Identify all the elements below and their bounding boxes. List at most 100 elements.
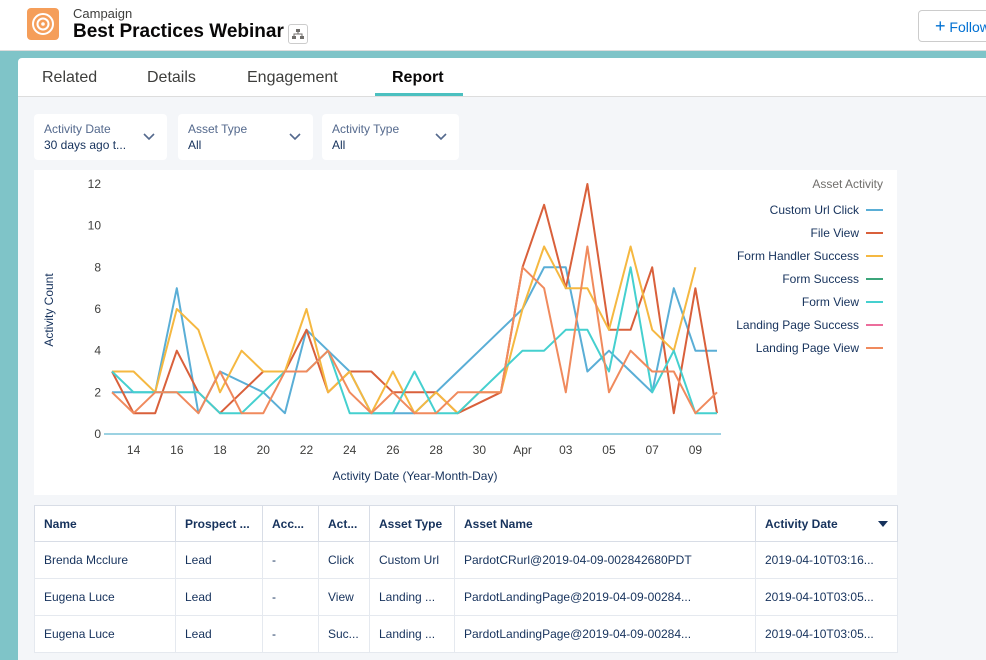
y-tick-label: 10 [88, 219, 102, 233]
table-cell: Lead [175, 541, 263, 579]
column-header[interactable]: Name [34, 505, 176, 542]
table-cell: Eugena Luce [34, 615, 176, 653]
x-tick-label: 26 [386, 443, 400, 457]
chevron [143, 133, 155, 141]
x-tick-label: 20 [257, 443, 271, 457]
column-header[interactable]: Acc... [262, 505, 319, 542]
column-title: Activity Date [765, 516, 838, 531]
y-tick-label: 6 [94, 302, 101, 316]
column-header[interactable]: Prospect ... [175, 505, 263, 542]
legend-label: Form View [802, 295, 859, 309]
series-line [111, 245, 718, 415]
series-line [111, 183, 718, 415]
table-cell: Landing ... [369, 578, 455, 616]
table-cell: PardotCRurl@2019-04-09-002842680PDT [454, 541, 756, 579]
table-cell: Custom Url [369, 541, 455, 579]
x-tick-label: 18 [213, 443, 227, 457]
filter[interactable]: Activity Date 30 days ago t... [34, 114, 167, 160]
table-row: Brenda Mcclure Lead - Click Custom Url Pardot… [34, 541, 898, 579]
table-cell: - [262, 578, 319, 616]
column-title: Act... [328, 516, 358, 531]
tab[interactable]: Related [42, 69, 98, 86]
table-cell: View [318, 578, 370, 616]
legend-label: File View [811, 226, 860, 240]
tab-bar: Related Details Engagement Report [18, 58, 986, 97]
x-axis-title: Activity Date (Year-Month-Day) [333, 469, 498, 483]
activity-table: Name Prospect ... Acc... Act... Asset Type As… [34, 505, 898, 653]
table-cell: Brenda Mcclure [34, 541, 176, 579]
tab-underline [375, 93, 463, 96]
x-tick-label: 28 [429, 443, 443, 457]
table-cell: - [262, 541, 319, 579]
y-tick-label: 0 [94, 427, 101, 441]
y-tick-label: 8 [94, 260, 101, 274]
x-tick-label: 07 [645, 443, 659, 457]
column-header[interactable]: Act... [318, 505, 370, 542]
column-title: Asset Name [464, 516, 533, 531]
follow-label: Follow [949, 19, 986, 35]
x-tick-label: 22 [300, 443, 314, 457]
filter-value: 30 days ago t... [44, 138, 127, 152]
x-tick-label: 09 [689, 443, 703, 457]
record-title: Best Practices Webinar [73, 21, 284, 42]
legend-label: Form Success [782, 272, 859, 286]
y-tick-label: 4 [94, 344, 101, 358]
x-tick-label: 03 [559, 443, 573, 457]
legend-title: Asset Activity [812, 177, 883, 191]
column-title: Prospect ... [185, 516, 250, 531]
y-tick-label: 2 [94, 385, 101, 399]
table-cell: PardotLandingPage@2019-04-09-00284... [454, 578, 756, 616]
filter-label: Asset Type [188, 122, 248, 136]
filter-label: Activity Type [332, 122, 400, 136]
column-header[interactable]: Activity Date [755, 505, 898, 542]
legend-label: Custom Url Click [770, 203, 860, 217]
legend-label: Landing Page Success [736, 318, 859, 332]
object-type: Campaign [73, 6, 133, 21]
filter-value: All [332, 138, 346, 152]
legend-label: Form Handler Success [737, 249, 859, 263]
follow-button[interactable]: + Follow [918, 10, 986, 42]
sort-icon [878, 520, 888, 527]
campaign-icon [27, 8, 59, 40]
table-cell: PardotLandingPage@2019-04-09-00284... [454, 615, 756, 653]
table-cell: Click [318, 541, 370, 579]
table-cell: Eugena Luce [34, 578, 176, 616]
table-cell: 2019-04-10T03:16... [755, 541, 898, 579]
tab[interactable]: Details [147, 69, 196, 86]
x-tick-label: 16 [170, 443, 184, 457]
column-title: Name [44, 516, 77, 531]
table-row: Eugena Luce Lead - Suc... Landing ... PardotL… [34, 615, 898, 653]
icon-graphic [32, 13, 54, 35]
y-tick-label: 12 [88, 177, 102, 191]
legend-label: Landing Page View [756, 341, 860, 355]
chevron [289, 133, 301, 141]
table-row: Eugena Luce Lead - View Landing ... PardotLan… [34, 578, 898, 616]
y-axis-title: Activity Count [42, 273, 56, 347]
x-tick-label: 05 [602, 443, 616, 457]
chevron [435, 133, 447, 141]
table-cell: Suc... [318, 615, 370, 653]
chart: Asset Activity Activity Date (Year-Month… [34, 170, 897, 495]
column-title: Asset Type [379, 516, 443, 531]
x-tick-label: 14 [127, 443, 141, 457]
tab[interactable]: Engagement [247, 69, 338, 86]
filter-value: All [188, 138, 202, 152]
table-cell: Landing ... [369, 615, 455, 653]
table-cell: - [262, 615, 319, 653]
x-tick-label: Apr [513, 443, 532, 457]
table-cell: 2019-04-10T03:05... [755, 578, 898, 616]
column-header[interactable]: Asset Type [369, 505, 455, 542]
header-bar [0, 0, 986, 51]
series-line [111, 266, 717, 415]
column-title: Acc... [272, 516, 305, 531]
hierarchy-button[interactable] [288, 24, 308, 44]
table-cell: Lead [175, 578, 263, 616]
filter[interactable]: Asset Type All [178, 114, 313, 160]
x-tick-label: 30 [473, 443, 487, 457]
column-header[interactable]: Asset Name [454, 505, 756, 542]
hierarchy-icon [292, 29, 304, 39]
table-cell: Lead [175, 615, 263, 653]
tab[interactable]: Report [392, 69, 444, 86]
filter[interactable]: Activity Type All [322, 114, 459, 160]
